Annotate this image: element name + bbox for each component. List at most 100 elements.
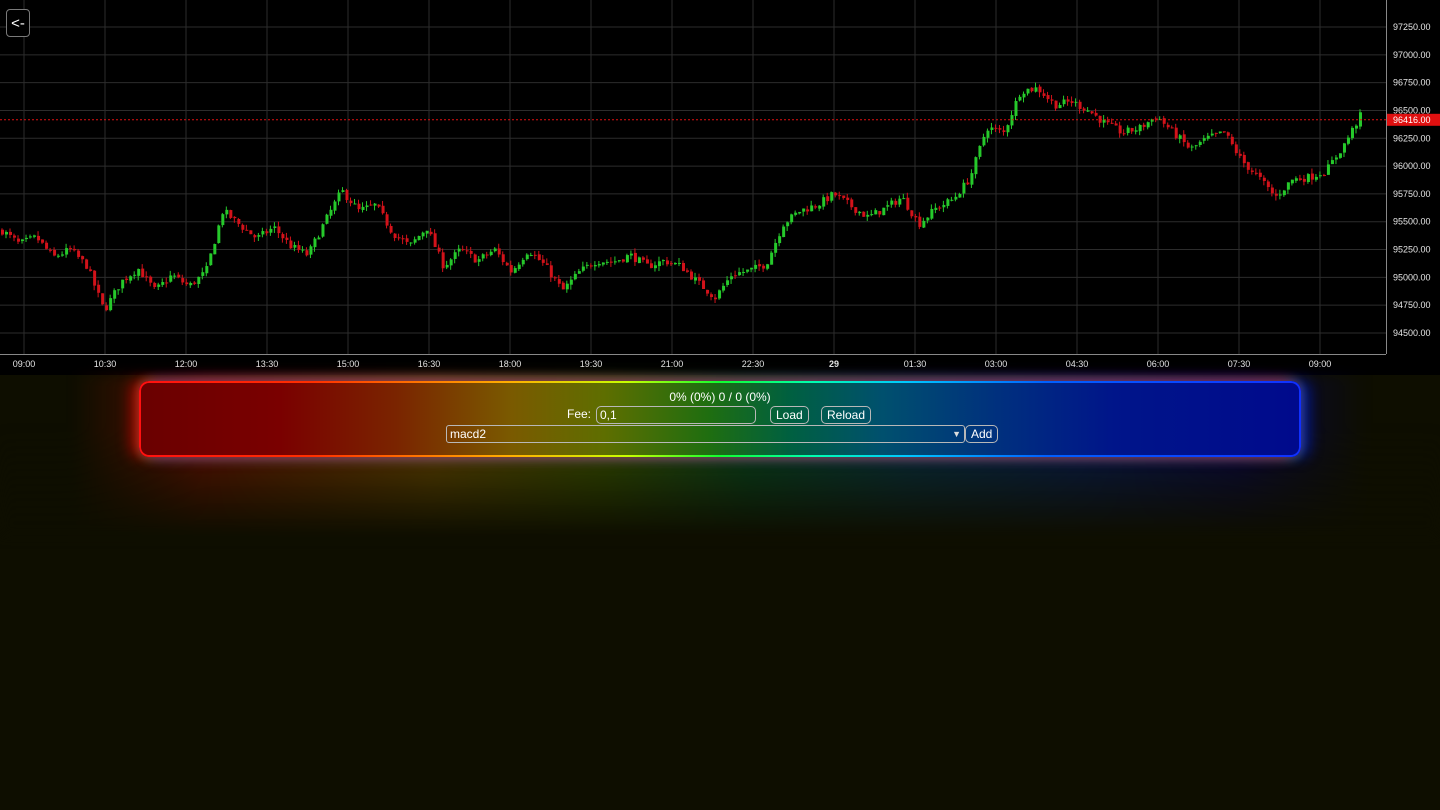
candle-body [153, 282, 157, 288]
candle-body [497, 248, 501, 255]
candle-down [289, 236, 293, 249]
time-axis-label: 09:00 [1309, 359, 1332, 369]
candle-up [866, 210, 870, 221]
candle-down [9, 228, 13, 239]
candle-body [850, 199, 854, 208]
candle-down [1110, 118, 1114, 125]
candle-up [746, 269, 750, 274]
candle-body [690, 271, 694, 280]
candle-body [1102, 119, 1106, 123]
price-chart[interactable]: 97250.00 97000.00 96750.00 96500.00 96250.00… [0, 0, 1440, 375]
candle-body [261, 231, 265, 235]
candle-body [557, 279, 561, 284]
candle-up [718, 289, 722, 300]
fee-input[interactable] [596, 406, 756, 424]
candle-body [341, 190, 345, 193]
candle-up [1206, 132, 1210, 141]
candle-down [285, 232, 289, 244]
candle-body [1182, 134, 1186, 143]
candle-down [509, 260, 513, 276]
candle-body [918, 216, 922, 227]
candlestick-chart-canvas[interactable]: 97250.00 97000.00 96750.00 96500.00 96250.00… [0, 0, 1440, 375]
candle-body [185, 282, 189, 285]
candle-down [706, 289, 710, 297]
candle-down [485, 251, 489, 259]
candle-body [253, 235, 257, 238]
candle-down [669, 260, 673, 266]
candle-down [85, 258, 89, 270]
candle-body [21, 239, 25, 242]
candle-down [465, 246, 469, 255]
candle-body [637, 257, 641, 264]
candle-down [938, 205, 942, 211]
candle-up [413, 236, 417, 245]
candle-body [1074, 101, 1078, 103]
candle-up [738, 267, 742, 277]
candle-down [1270, 184, 1274, 197]
load-button[interactable]: Load [770, 406, 809, 424]
candle-down [850, 197, 854, 210]
candle-up [577, 268, 581, 274]
candle-body [778, 236, 782, 244]
candle-up [521, 257, 525, 267]
candle-body [1342, 143, 1346, 153]
candle-up [1202, 135, 1206, 144]
candle-body [1338, 153, 1342, 158]
candle-up [313, 237, 317, 252]
candle-down [1186, 140, 1190, 149]
candle-up [830, 191, 834, 203]
price-axis-label: 96250.00 [1393, 133, 1431, 143]
candle-down [682, 260, 685, 272]
candle-down [393, 233, 397, 242]
candle-up [301, 246, 305, 253]
candle-down [1094, 108, 1098, 117]
candle-body [537, 254, 541, 260]
strategy-select[interactable]: macd2 ▼ [446, 425, 965, 443]
price-axis-label: 97250.00 [1393, 22, 1431, 32]
candle-down [1302, 174, 1306, 186]
candle-body [1134, 130, 1138, 132]
candle-body [990, 127, 994, 130]
candle-body [794, 212, 798, 215]
candle-body [790, 214, 794, 223]
candle-body [57, 255, 61, 257]
candle-up [1010, 110, 1014, 129]
candle-up [629, 250, 633, 260]
candle-up [361, 202, 365, 213]
candle-body [962, 182, 966, 194]
back-button[interactable]: <- [6, 9, 30, 37]
candle-down [101, 293, 105, 306]
candle-up [409, 242, 413, 247]
price-axis-label: 96000.00 [1393, 161, 1431, 171]
candle-body [974, 157, 978, 175]
candle-up [922, 217, 926, 229]
candle-body [1294, 178, 1298, 181]
candle-down [1038, 84, 1042, 98]
candle-up [782, 224, 786, 238]
candle-body [461, 249, 465, 251]
add-strategy-button[interactable]: Add [965, 425, 999, 443]
candle-body [1202, 138, 1206, 141]
candle-up [1018, 94, 1022, 102]
candle-body [1166, 124, 1170, 128]
candle-up [818, 205, 822, 212]
candle-body [1226, 132, 1230, 136]
candle-up [970, 169, 974, 188]
candle-down [377, 204, 381, 208]
candle-body [750, 267, 754, 270]
price-axis-label: 94500.00 [1393, 328, 1431, 338]
candle-body [77, 250, 81, 257]
candle-down [702, 278, 706, 289]
candle-up [1086, 107, 1090, 112]
reload-button[interactable]: Reload [821, 406, 872, 424]
candle-body [309, 246, 313, 255]
candle-body [361, 206, 365, 210]
candle-body [561, 282, 565, 290]
candle-body [886, 205, 890, 207]
candle-down [758, 259, 762, 271]
time-axis-label: 29 [829, 359, 839, 369]
candle-body [742, 271, 746, 273]
candle-body [854, 207, 858, 213]
candle-up [1326, 160, 1330, 175]
candle-up [261, 227, 265, 238]
